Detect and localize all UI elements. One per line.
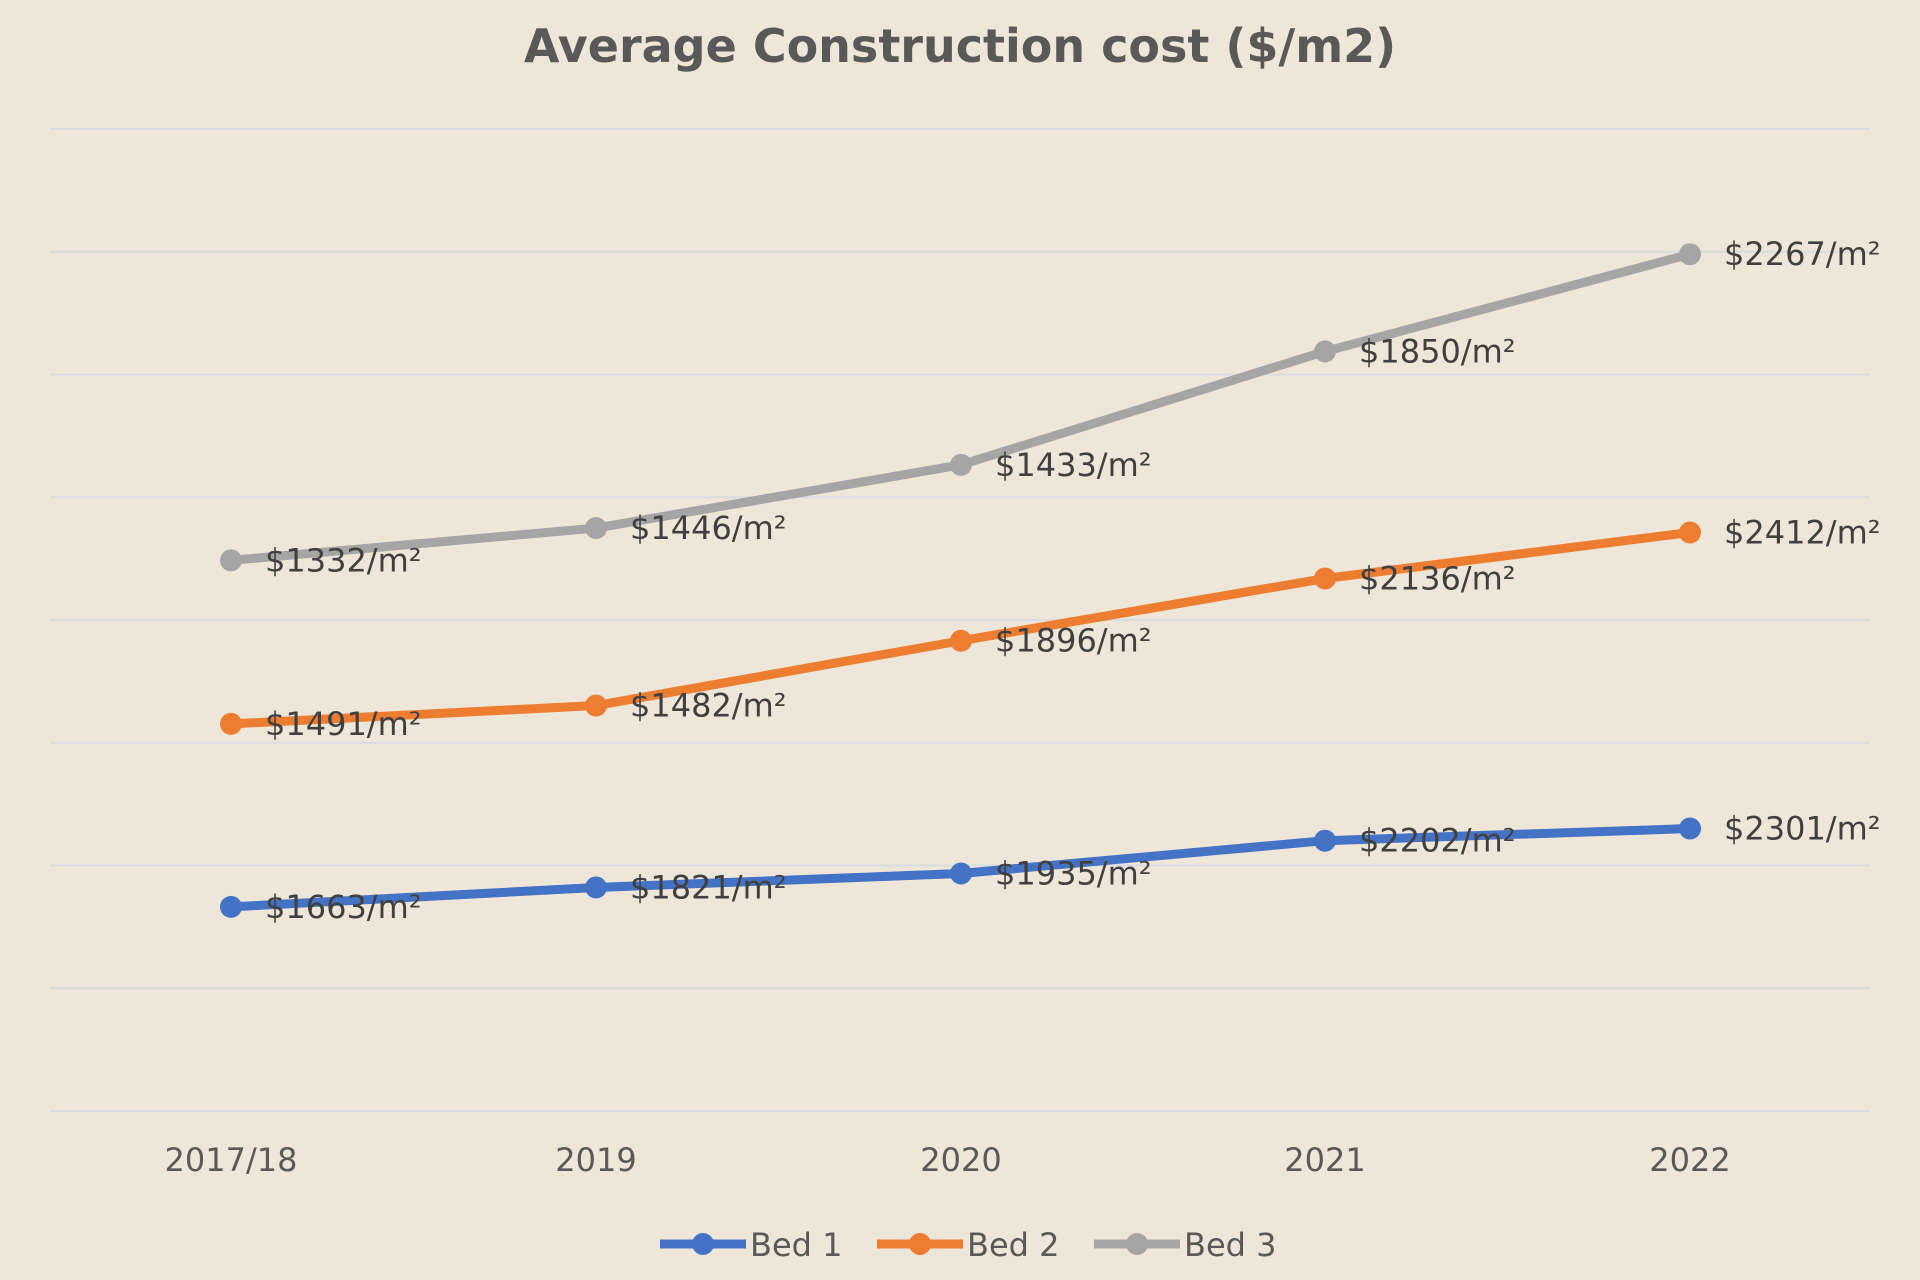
data-point <box>950 629 972 652</box>
data-label: $1332/m² <box>265 541 422 579</box>
gridlines <box>50 128 1870 1112</box>
data-label: $1935/m² <box>995 854 1152 892</box>
data-point <box>1314 567 1336 590</box>
data-label: $1482/m² <box>630 687 787 725</box>
legend-label: Bed 3 <box>1184 1226 1276 1264</box>
legend-label: Bed 1 <box>750 1226 842 1264</box>
legend: Bed 1 Bed 2 Bed 3 <box>660 1226 1276 1264</box>
x-tick-label: 2022 <box>1649 1141 1730 1179</box>
legend-marker <box>692 1233 714 1255</box>
data-label: $1663/m² <box>265 888 422 926</box>
chart-title: Average Construction cost ($/m2) <box>524 19 1396 73</box>
data-label: $1491/m² <box>265 705 422 743</box>
legend-label: Bed 2 <box>967 1226 1059 1264</box>
data-label: $2136/m² <box>1359 560 1516 598</box>
legend-marker <box>909 1233 931 1255</box>
data-point <box>1679 817 1701 840</box>
series-line-bed-3 <box>230 249 1692 565</box>
data-point <box>585 517 607 540</box>
data-point <box>220 712 242 735</box>
data-point <box>1679 243 1701 266</box>
data-point <box>1314 829 1336 852</box>
data-point <box>220 549 242 572</box>
data-label: $1896/m² <box>995 622 1152 660</box>
x-tick-label: 2017/18 <box>165 1141 298 1179</box>
data-point <box>1314 340 1336 363</box>
data-label: $2412/m² <box>1724 513 1881 551</box>
x-axis-ticks: 2017/18 2019 2020 2021 2022 <box>165 1141 1731 1179</box>
data-label: $2267/m² <box>1724 235 1881 273</box>
data-point <box>220 895 242 918</box>
x-tick-label: 2021 <box>1284 1141 1365 1179</box>
data-labels: $1663/m² $1821/m² $1935/m² $2202/m² $2301/m²… <box>265 235 1881 926</box>
data-label: $2202/m² <box>1359 822 1516 860</box>
data-label: $1446/m² <box>630 509 787 547</box>
x-tick-label: 2019 <box>555 1141 636 1179</box>
data-label: $1821/m² <box>630 868 787 906</box>
legend-item-bed-3: Bed 3 <box>1094 1226 1276 1264</box>
legend-marker <box>1126 1233 1148 1255</box>
data-label: $1850/m² <box>1359 332 1516 370</box>
data-point <box>950 862 972 885</box>
data-label: $2301/m² <box>1724 810 1881 848</box>
data-point <box>585 876 607 899</box>
legend-item-bed-2: Bed 2 <box>877 1226 1059 1264</box>
data-label: $1433/m² <box>995 446 1152 484</box>
data-point <box>950 453 972 476</box>
data-point <box>585 694 607 717</box>
series-layer <box>220 243 1701 918</box>
data-point <box>1679 521 1701 544</box>
x-tick-label: 2020 <box>920 1141 1001 1179</box>
legend-item-bed-1: Bed 1 <box>660 1226 842 1264</box>
